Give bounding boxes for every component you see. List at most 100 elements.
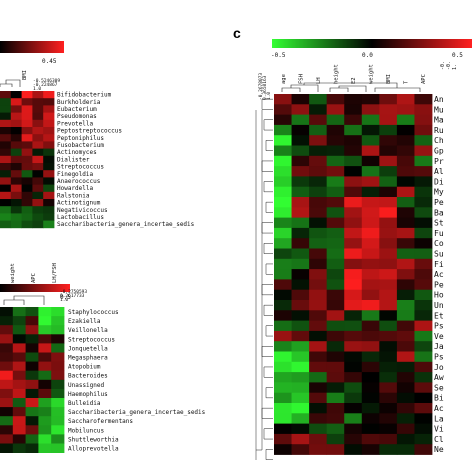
panel-c-cell [274,433,292,445]
panel-c-cell [414,279,433,291]
panel-c-cell [396,269,415,280]
panel-c-cell [396,403,415,414]
panel-c-cell [309,94,328,105]
panel-c-cell [344,444,363,455]
panel-c-row-label: Ac [434,270,444,279]
panel-b-row-label: Haemophilus [68,391,108,398]
panel-a-cell [21,127,33,135]
panel-c-row-label: Fu [434,229,444,238]
panel-a-cell [43,112,55,121]
panel-c-cell [344,361,363,373]
panel-a-cell [32,91,44,99]
panel-c-col-label: T [404,80,410,84]
panel-c-row-label: My [434,188,444,197]
panel-b-row-label: Shuttleworthia [68,436,119,443]
panel-c-cell [291,320,310,332]
panel-c-cell [326,372,345,383]
panel-c-cell [361,392,380,404]
panel-c-cell [326,382,345,394]
panel-c-cell [361,279,380,291]
panel-c-cell [414,186,433,198]
panel-a-cell [32,112,44,121]
panel-c-cell [291,330,310,342]
panel-c-col-label: E2 [351,77,357,84]
panel-b-cell [25,416,39,426]
panel-c-cell [361,227,380,239]
panel-c-cell [361,351,380,363]
panel-b-colorbar-tick: 0.5 [60,294,71,301]
panel-c-cell [291,248,310,260]
panel-a-cell [32,163,44,171]
panel-c-cell [344,300,363,311]
panel-c-cell [291,176,310,188]
panel-c-cell [326,413,345,424]
panel-a-cell [0,98,12,106]
panel-a-cell [21,155,33,164]
panel-c-cell [326,289,345,301]
panel-b-cell [25,379,39,390]
panel-c-cell [379,403,398,414]
panel-c-cell [344,320,363,332]
panel-a-cell [32,134,44,142]
panel-c-cell [414,104,433,115]
panel-a-cell [21,220,33,229]
panel-b-cell [0,388,14,399]
panel-c-cell [379,269,398,280]
panel-a-cell [32,119,44,128]
panel-c-cell [274,248,292,260]
panel-c-cell [414,444,433,455]
panel-c-cell [414,361,433,373]
panel-c-cell [361,423,380,435]
panel-c-cell [291,269,310,280]
panel-c-cell [379,227,398,239]
panel-b-cell [51,307,65,317]
panel-c-cell [291,217,310,229]
panel-b-cell [12,434,26,444]
panel-c-cell [291,403,310,414]
panel-a-cell [32,191,44,200]
panel-c-cell [291,94,310,105]
panel-c-cell [274,351,292,363]
panel-c-cell [414,403,433,414]
panel-c-cell [291,186,310,198]
panel-c-cell [291,114,310,126]
panel-c-cell [326,197,345,208]
panel-c-cell [396,114,415,126]
panel-c-cell [396,217,415,229]
panel-c-row-label: Vi [434,425,444,434]
panel-c-row-dendro-tick: -0. [446,61,452,70]
panel-c-cell [309,186,328,198]
panel-c-cell [344,145,363,157]
panel-a-cell [43,148,55,157]
panel-b-cell [25,361,39,372]
panel-b-cell [25,370,39,381]
panel-c-cell [326,145,345,157]
panel-c-cell [344,372,363,383]
panel-c-cell [379,217,398,229]
panel-b-cell [12,370,26,381]
panel-c-cell [274,166,292,177]
panel-b-cell [51,352,65,362]
panel-b-cell [12,352,26,362]
panel-b-dendro-tick: -0.2750593 [60,289,87,295]
panel-a-cell [0,141,12,149]
panel-b-cell [25,407,39,417]
panel-c-cell [326,248,345,260]
panel-b-cell [51,316,65,326]
panel-b-cell [12,416,26,426]
panel-b-cell [38,343,52,353]
panel-c-cell [414,238,433,249]
panel-c-cell [326,403,345,414]
panel-a-cell [21,98,33,106]
panel-a-row-label: Finegoldia [57,171,94,178]
panel-c-cell [361,433,380,445]
panel-a-cell [0,220,12,229]
panel-c-cell [396,320,415,332]
panel-a-cell [0,119,12,128]
panel-c-cell [344,207,363,218]
panel-c-cell [396,166,415,177]
panel-b-colorbar [0,284,70,292]
panel-c-cell [344,403,363,414]
panel-b-row-label: Atopobium [68,364,101,371]
panel-c-cell [344,392,363,404]
